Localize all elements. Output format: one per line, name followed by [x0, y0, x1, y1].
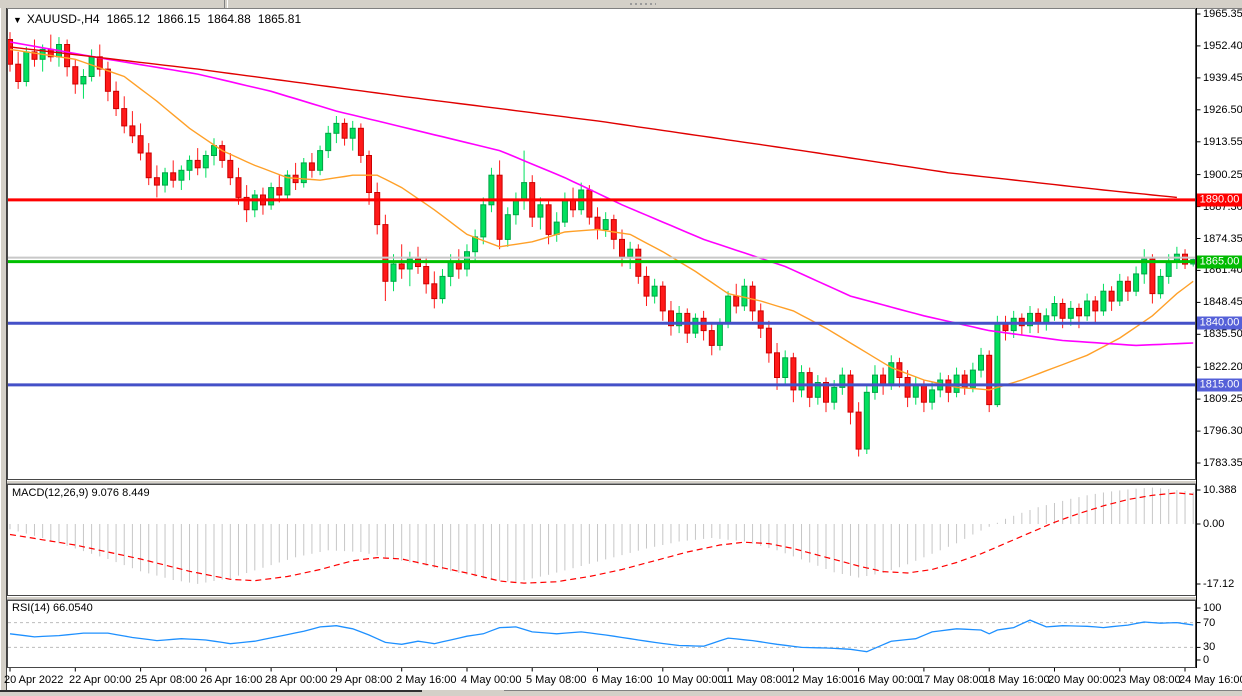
price-tick-label: 1900.25	[1203, 168, 1242, 181]
window-bottom-edge	[0, 690, 1242, 696]
price-tick-label: 1926.50	[1203, 103, 1242, 116]
ma-mid-magenta	[9, 41, 1194, 347]
high-value: 1866.15	[157, 12, 201, 26]
rsi-label: RSI(14) 66.0540	[12, 602, 93, 614]
window-top-edge	[0, 0, 1242, 9]
time-tick-label: 6 May 16:00	[592, 674, 653, 686]
time-tick-label: 18 May 16:00	[983, 674, 1050, 686]
macd-panel[interactable]	[7, 484, 1196, 596]
time-tick-label: 11 May 08:00	[722, 674, 788, 686]
bottom-edge-segment	[0, 690, 422, 692]
price-tick-label: 1822.20	[1203, 361, 1242, 374]
price-badge-1865.00: 1865.00	[1197, 255, 1242, 269]
price-tick-label: 1965.35	[1203, 8, 1242, 20]
collapse-triangle-icon[interactable]: ▼	[13, 15, 22, 25]
macd-axis-max: 10.388	[1203, 484, 1237, 496]
time-tick-label: 5 May 08:00	[526, 674, 587, 686]
macd-axis-min: -17.12	[1203, 578, 1235, 590]
price-tick-label: 1874.35	[1203, 232, 1242, 245]
low-value: 1864.88	[207, 12, 251, 26]
macd-axis-zero: 0.00	[1203, 518, 1225, 530]
toolbar-grip-dots	[630, 3, 656, 5]
price-tick-label: 1952.40	[1203, 39, 1242, 52]
ma-fast-orange	[9, 48, 1194, 391]
price-tick-label: 1913.55	[1203, 135, 1242, 148]
rsi-panel[interactable]	[7, 600, 1196, 668]
time-tick-label: 20 Apr 2022	[4, 674, 64, 686]
rsi-line	[9, 619, 1194, 653]
price-tick-label: 1783.35	[1203, 457, 1242, 469]
price-tick-label: 1939.45	[1203, 71, 1242, 84]
macd-histogram	[9, 487, 1194, 584]
time-tick-label: 29 Apr 08:00	[330, 674, 393, 686]
toolbar-divider	[224, 0, 228, 8]
symbol-period-label: XAUUSD-,H4	[26, 12, 100, 26]
time-tick-label: 16 May 00:00	[853, 674, 920, 686]
price-badge-1840.00: 1840.00	[1197, 316, 1242, 330]
symbol-ohlc-header: ▼ XAUUSD-,H4 1865.12 1866.15 1864.88 1865.81	[13, 12, 301, 40]
open-value: 1865.12	[106, 12, 150, 26]
rsi-axis-0: 0	[1203, 654, 1210, 666]
ma-slow-darkred	[9, 46, 1177, 199]
price-badge-1890.00: 1890.00	[1197, 193, 1242, 207]
macd-label: MACD(12,26,9) 9.076 8.449	[12, 487, 150, 499]
time-tick-label: 24 May 16:00	[1179, 674, 1242, 686]
bottom-edge-segment	[504, 690, 1242, 691]
time-tick-label: 20 May 00:00	[1048, 674, 1115, 686]
window-left-edge	[0, 8, 7, 696]
time-tick-label: 26 Apr 16:00	[200, 674, 263, 686]
time-tick-label: 12 May 16:00	[787, 674, 854, 686]
candlestick-series	[8, 32, 1195, 457]
time-tick-label: 4 May 00:00	[461, 674, 522, 686]
close-value: 1865.81	[257, 12, 302, 26]
price-tick-label: 1835.50	[1203, 328, 1242, 341]
macd-signal-line	[9, 492, 1194, 584]
time-tick-label: 10 May 00:00	[657, 674, 724, 686]
time-tick-label: 28 Apr 00:00	[265, 674, 328, 686]
rsi-axis-30: 30	[1203, 641, 1216, 654]
time-tick-label: 17 May 08:00	[918, 674, 985, 686]
price-tick-label: 1796.30	[1203, 425, 1242, 438]
time-tick-label: 2 May 16:00	[396, 674, 457, 686]
time-tick-label: 25 Apr 08:00	[135, 674, 198, 686]
price-tick-label: 1848.45	[1203, 296, 1242, 309]
rsi-axis-100: 100	[1203, 602, 1222, 614]
time-tick-label: 23 May 08:00	[1114, 674, 1181, 686]
price-badge-1815.00: 1815.00	[1197, 378, 1242, 392]
price-tick-label: 1809.25	[1203, 393, 1242, 406]
panel-splitter-macd[interactable]	[7, 480, 1196, 484]
price-axis[interactable]	[1197, 8, 1242, 690]
rsi-axis-70: 70	[1203, 616, 1216, 629]
panel-splitter-rsi[interactable]	[7, 596, 1196, 600]
time-tick-label: 22 Apr 00:00	[69, 674, 132, 686]
